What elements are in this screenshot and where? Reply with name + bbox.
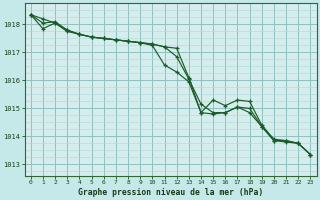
- X-axis label: Graphe pression niveau de la mer (hPa): Graphe pression niveau de la mer (hPa): [78, 188, 263, 197]
